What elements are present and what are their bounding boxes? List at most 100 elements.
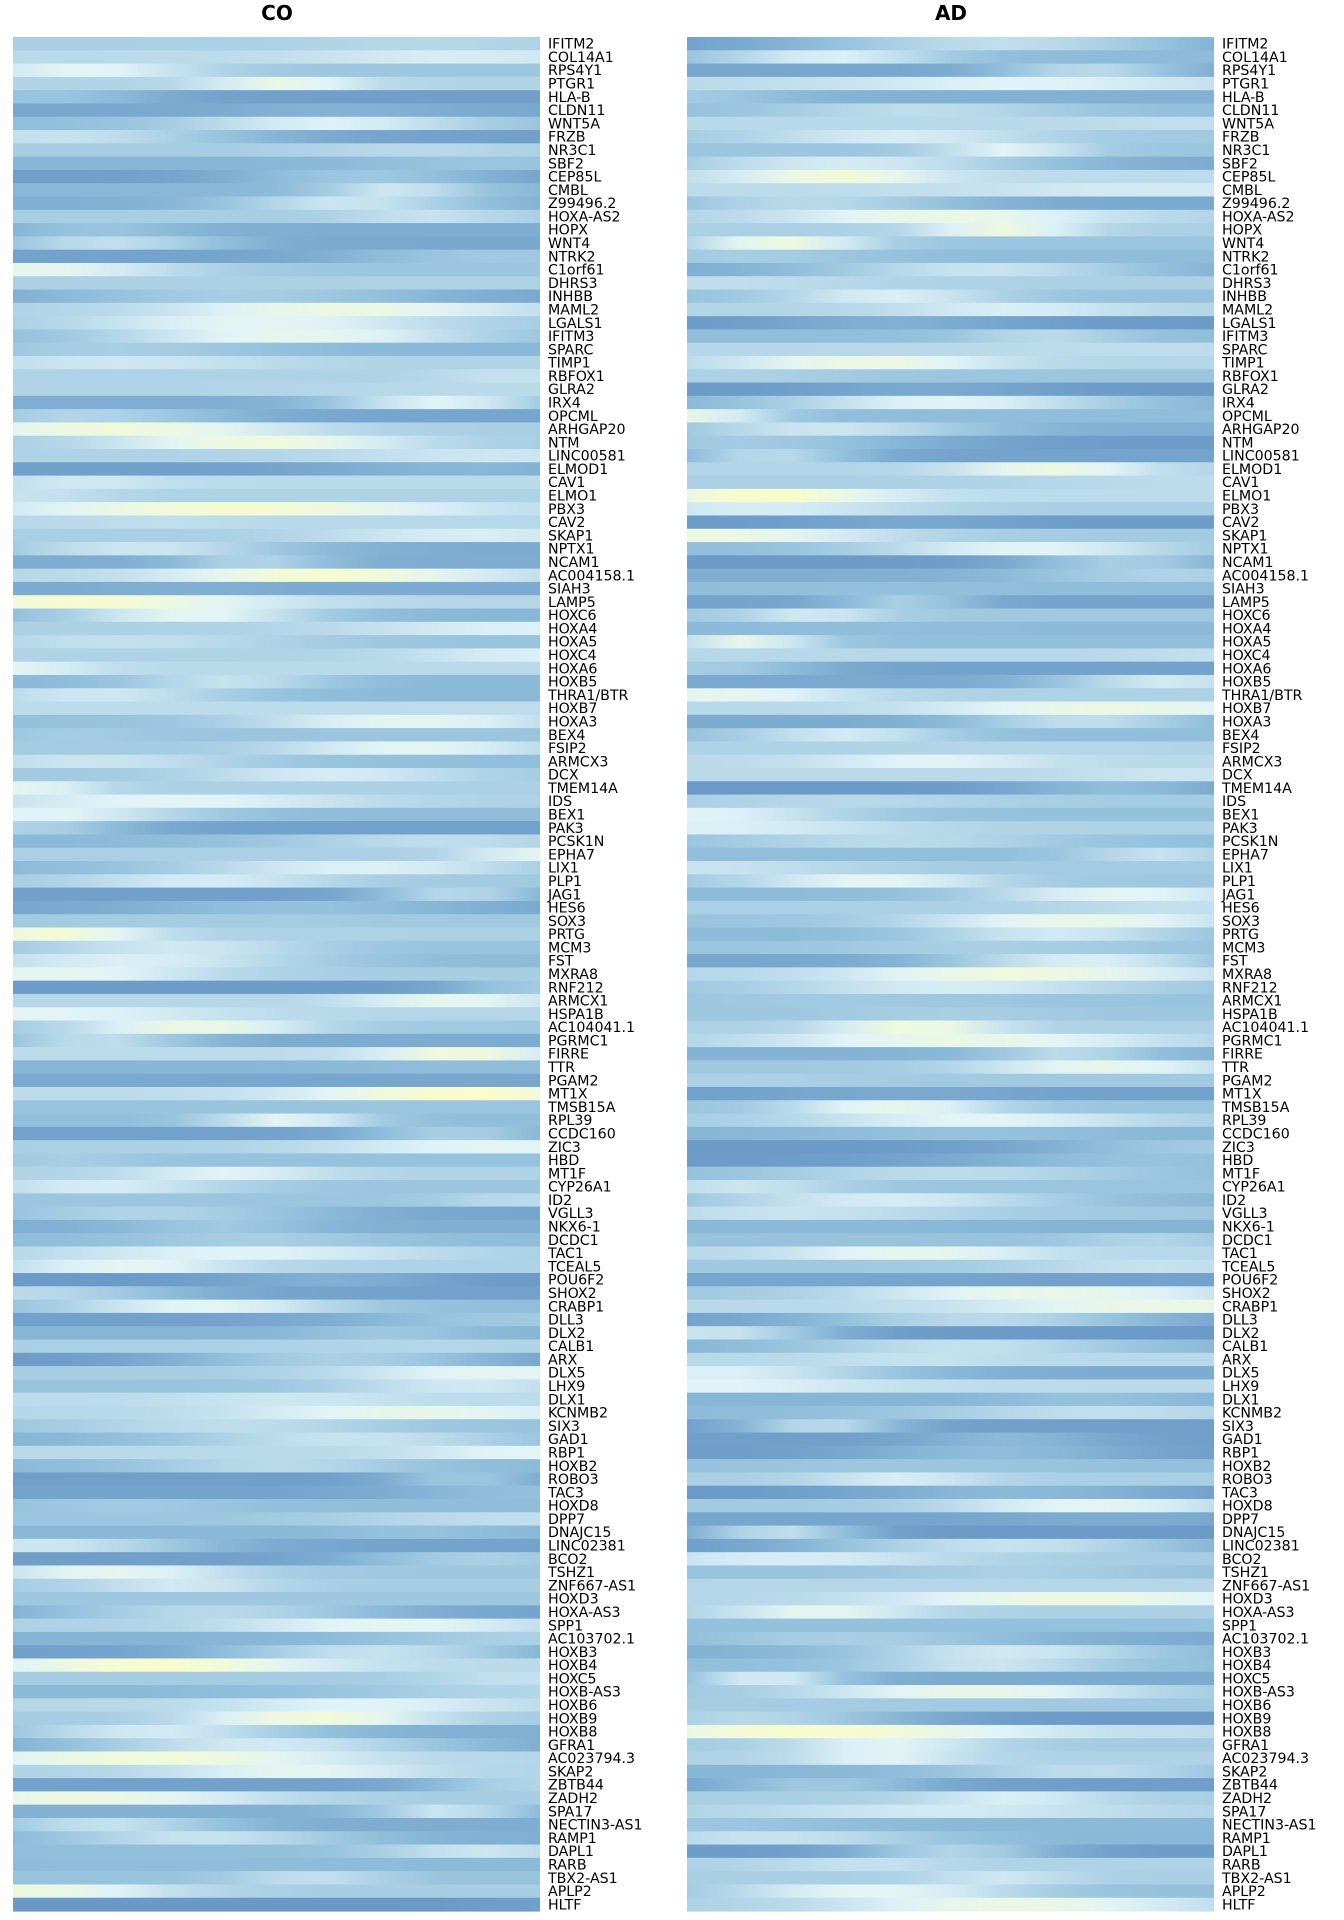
row-label-co: TIMP1 (547, 356, 591, 372)
row-label-co: HOXC4 (548, 648, 597, 664)
row-label-co: DCX (548, 768, 579, 784)
row-label-co: TMSB15A (547, 1100, 616, 1116)
heatmap-row-co-ZIC3 (13, 1140, 540, 1155)
row-label-co: HOXB6 (548, 1698, 597, 1714)
row-label-co: LGALS1 (548, 316, 603, 332)
heatmap-row-ad-FRZB (687, 130, 1214, 144)
heatmap-row-co-CLDN11 (13, 103, 540, 118)
heatmap-row-ad-BEX4 (687, 728, 1214, 743)
heatmap-row-ad-GLRA2 (687, 382, 1214, 397)
row-label-ad: CCDC160 (1222, 1126, 1290, 1142)
panel-title-ad: AD (935, 1, 967, 25)
row-label-co: TBX2-AS1 (547, 1871, 618, 1887)
row-label-co: FSIP2 (548, 741, 587, 757)
row-label-ad: SOX3 (1222, 914, 1260, 930)
row-label-co: AC023794.3 (548, 1751, 635, 1767)
heatmap-row-ad-HOPX (687, 223, 1214, 237)
heatmap-row-ad-HOXB7 (687, 701, 1214, 716)
row-label-co: AC103702.1 (548, 1632, 635, 1648)
row-label-ad: BEX4 (1222, 728, 1259, 744)
heatmap-row-co-HOXA4 (13, 621, 540, 636)
row-label-ad: HOXD3 (1222, 1592, 1273, 1608)
row-label-co: HOXB9 (548, 1711, 597, 1727)
heatmap-row-co-BEX1 (13, 807, 540, 822)
row-label-co: TAC3 (547, 1485, 584, 1501)
heatmap-row-co-SIAH3 (13, 581, 540, 596)
row-label-co: ARHGAP20 (548, 422, 626, 438)
row-label-ad: HOPX (1222, 223, 1262, 239)
row-label-ad: HOXA6 (1222, 661, 1271, 677)
row-label-ad: BCO2 (1222, 1552, 1262, 1568)
heatmap-row-co-SPARC (13, 342, 540, 357)
heatmap-row-co-RBFOX1 (13, 369, 540, 384)
heatmap-row-co-SPA17 (13, 1804, 540, 1819)
row-label-ad: PGAM2 (1222, 1073, 1273, 1089)
row-label-co: CAV2 (548, 515, 585, 531)
row-label-ad: DHRS3 (1222, 276, 1271, 292)
row-label-ad: RARB (1222, 1857, 1261, 1873)
heatmap-row-co-MAML2 (13, 302, 540, 317)
row-label-ad: ARHGAP20 (1222, 422, 1300, 438)
row-label-ad: RPS4Y1 (1222, 63, 1276, 79)
row-label-ad: GAD1 (1222, 1432, 1263, 1448)
heatmap-row-co-AC104041.1 (13, 1020, 540, 1035)
heatmap-row-ad-HOXB2 (687, 1459, 1214, 1473)
heatmap-row-ad-HOXB-AS3 (687, 1685, 1214, 1699)
heatmap-row-ad-DLX5 (687, 1366, 1214, 1380)
heatmap-row-co-DCX (13, 767, 540, 782)
heatmap-row-ad-TIMP1 (687, 355, 1214, 370)
row-label-ad: ZIC3 (1222, 1140, 1255, 1156)
heatmap-row-ad-CRABP1 (687, 1299, 1214, 1314)
row-label-co: HOXA3 (548, 714, 597, 730)
heatmap-row-co-TAC3 (13, 1485, 540, 1500)
heatmap-row-ad-ARMCX3 (687, 754, 1214, 769)
heatmap-row-ad-FST (687, 954, 1214, 968)
heatmap-row-ad-HOXA4 (687, 621, 1214, 636)
heatmap-row-co-HOXD8 (13, 1498, 540, 1513)
heatmap-row-ad-LIX1 (687, 861, 1214, 875)
heatmap-row-co-ZADH2 (13, 1791, 540, 1806)
row-label-co: TSHZ1 (547, 1565, 595, 1581)
row-label-co: HOXA5 (548, 635, 597, 651)
heatmap-row-ad-HOXB3 (687, 1645, 1214, 1660)
heatmap-row-ad-SHOX2 (687, 1286, 1214, 1301)
row-label-co: SPARC (548, 342, 594, 358)
row-label-ad: MXRA8 (1222, 967, 1272, 983)
row-label-ad: NCAM1 (1222, 555, 1274, 571)
heatmap-row-ad-PLP1 (687, 874, 1214, 889)
heatmap-row-ad-HOXB5 (687, 674, 1214, 689)
row-label-ad: RPL39 (1222, 1113, 1266, 1129)
heatmap-row-ad-TTR (687, 1060, 1214, 1075)
heatmap-row-ad-MT1X (687, 1086, 1214, 1101)
heatmap-row-ad-BCO2 (687, 1552, 1214, 1567)
heatmap-row-ad-HOXA6 (687, 661, 1214, 676)
row-label-ad: JAG1 (1221, 887, 1255, 903)
heatmap-row-co-WNT4 (13, 236, 540, 251)
row-label-co: HOXB8 (548, 1725, 597, 1741)
row-label-ad: HLA-B (1222, 90, 1265, 106)
heatmap-row-ad-POU6F2 (687, 1273, 1214, 1287)
row-label-co: BEX1 (548, 808, 585, 824)
heatmap-row-co-BCO2 (13, 1552, 540, 1567)
heatmap-row-co-ARX (13, 1352, 540, 1367)
heatmap-row-co-TCEAL5 (13, 1259, 540, 1274)
heatmap-row-co-GLRA2 (13, 382, 540, 397)
row-label-ad: HOXB4 (1222, 1658, 1271, 1674)
heatmap-row-ad-DCX (687, 767, 1214, 782)
heatmap-row-ad-LGALS1 (687, 316, 1214, 330)
heatmap-row-co-NKX6-1 (13, 1219, 540, 1234)
row-label-ad: DAPL1 (1222, 1844, 1268, 1860)
heatmap-row-ad-TMSB15A (687, 1100, 1214, 1115)
row-label-co: HOXD8 (548, 1499, 599, 1515)
heatmap-row-co-TBX2-AS1 (13, 1871, 540, 1886)
heatmap-row-ad-RBFOX1 (687, 369, 1214, 384)
row-label-ad: LIX1 (1222, 861, 1253, 877)
heatmap-row-co-LHX9 (13, 1379, 540, 1394)
row-label-ad: SIX3 (1222, 1419, 1254, 1435)
row-label-ad: ZADH2 (1222, 1791, 1272, 1807)
row-label-ad: MAML2 (1222, 302, 1273, 318)
row-label-ad: PLP1 (1222, 874, 1256, 890)
heatmap-row-co-POU6F2 (13, 1273, 540, 1287)
heatmap-row-ad-LHX9 (687, 1379, 1214, 1394)
heatmap-row-co-ZNF667-AS1 (13, 1578, 540, 1593)
